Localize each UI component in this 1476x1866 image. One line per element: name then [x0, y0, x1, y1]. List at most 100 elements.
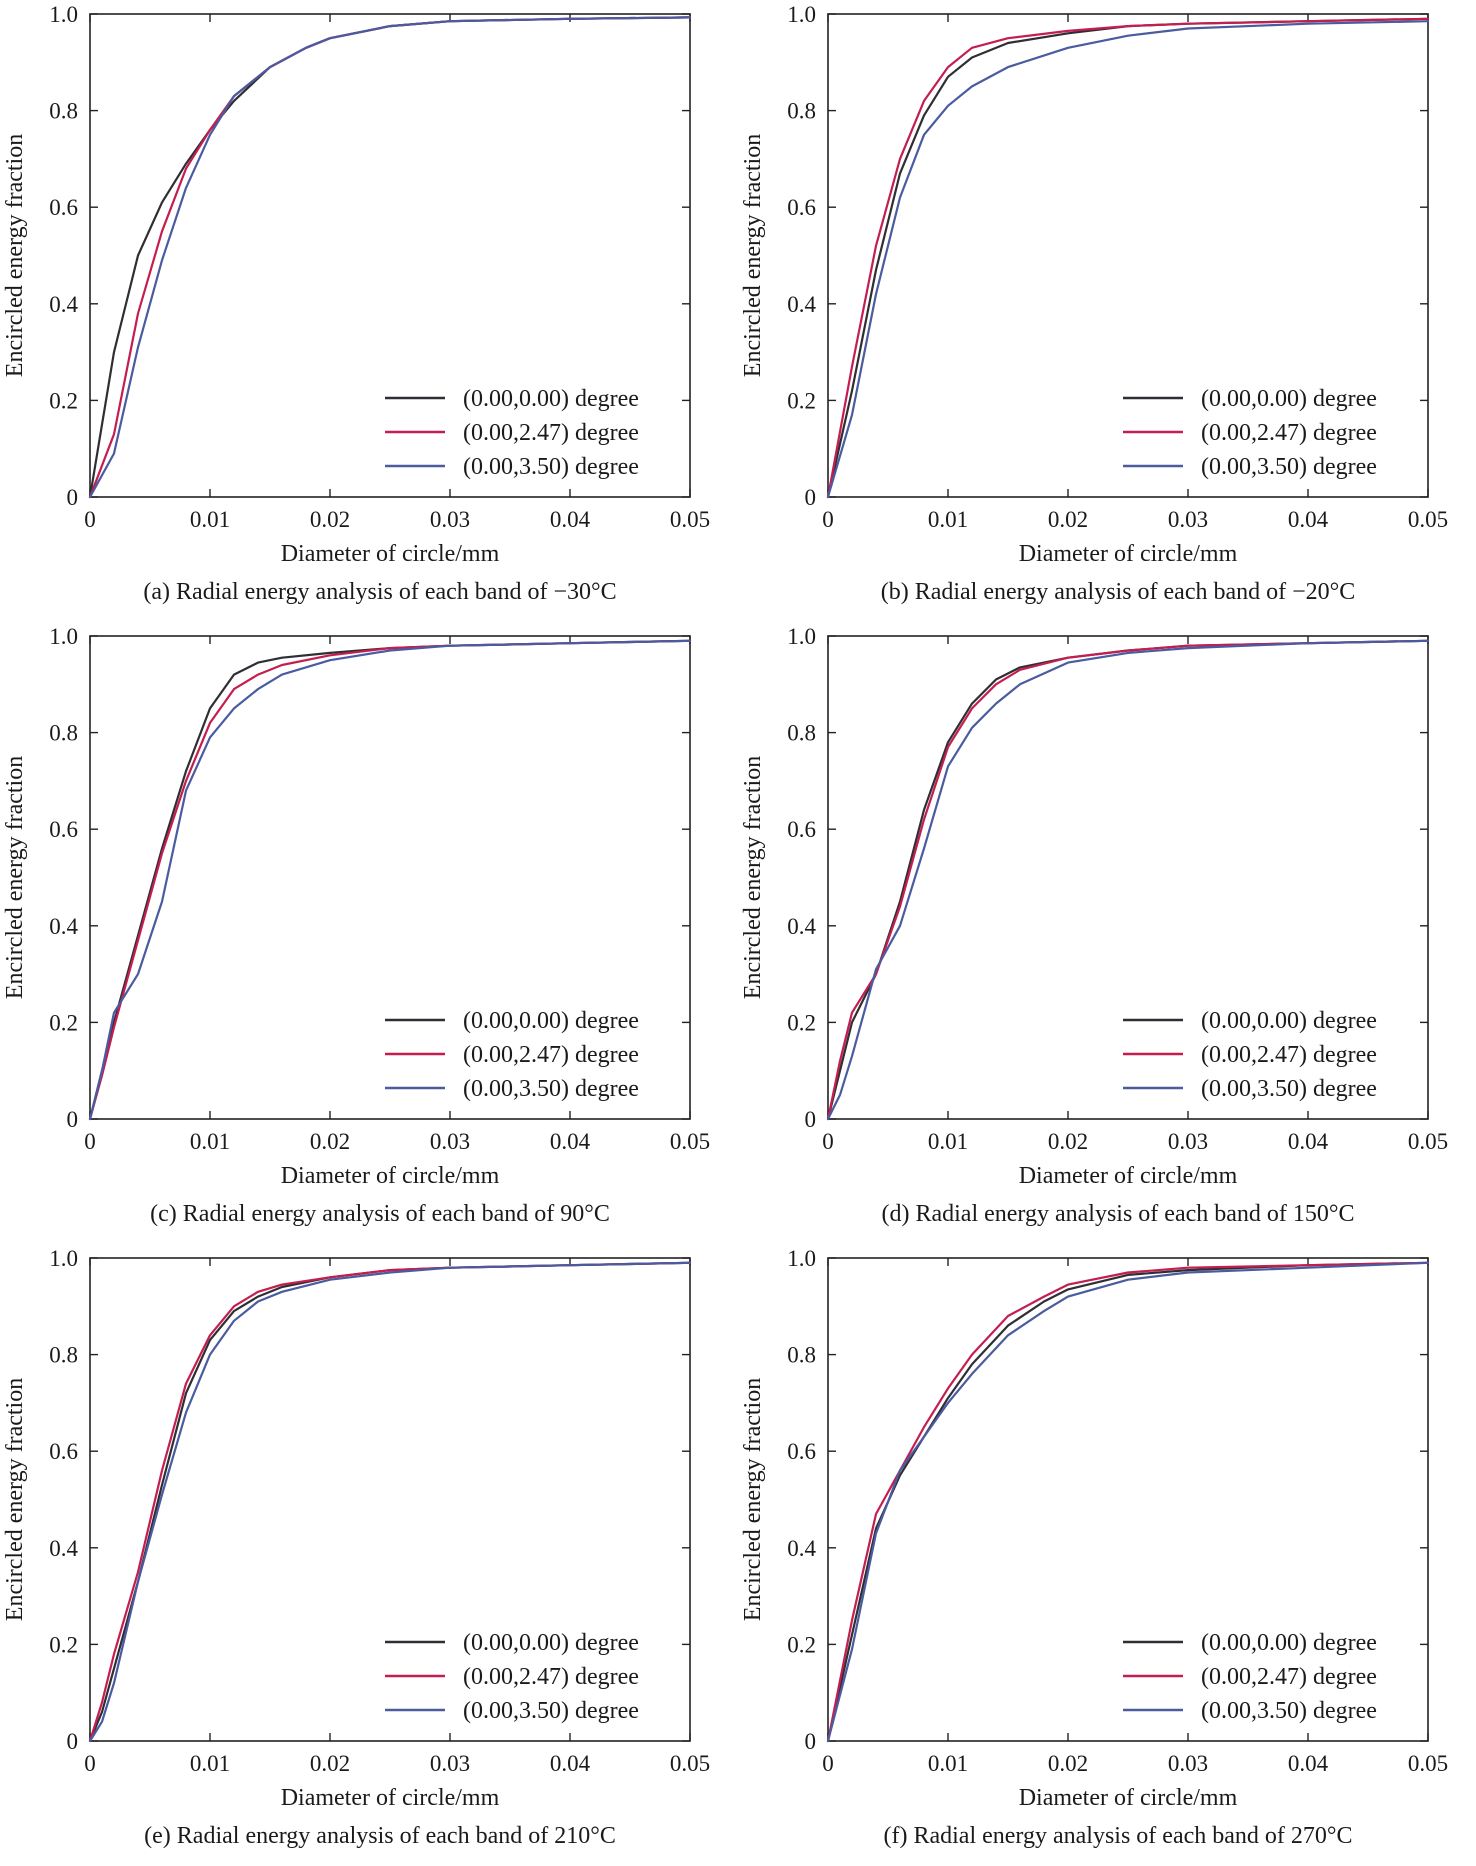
x-axis-title: Diameter of circle/mm: [281, 1163, 500, 1189]
x-tick-label: 0.03: [430, 1129, 470, 1154]
y-tick-label: 0.4: [787, 1536, 816, 1561]
series-line-3: [88, 1261, 692, 1743]
chart-panel: 0 0.01 0.02 0.03 0.04 0.05 0 0.2 0.4 0.6 0.8 1.0 Dia…: [740, 1246, 1448, 1849]
legend-label: (0.00,3.50) degree: [463, 1076, 639, 1102]
legend-label: (0.00,0.00) degree: [463, 1008, 639, 1034]
x-tick-label: 0.04: [550, 1129, 591, 1154]
y-tick-label: 0.6: [787, 195, 816, 220]
x-tick-label: 0.02: [1048, 507, 1088, 532]
chart-panel: 0 0.01 0.02 0.03 0.04 0.05 0 0.2 0.4 0.6 0.8 1.0 Dia…: [2, 624, 710, 1227]
x-tick-label: 0: [822, 1751, 834, 1776]
legend-label: (0.00,0.00) degree: [463, 386, 639, 412]
y-axis-title: Encircled energy fraction: [740, 134, 766, 377]
legend-label: (0.00,3.50) degree: [1201, 1698, 1377, 1724]
plot-frame: [89, 1257, 691, 1742]
x-tick-label: 0: [84, 1129, 96, 1154]
x-axis-title: Diameter of circle/mm: [281, 1785, 500, 1811]
y-tick-label: 0.8: [787, 721, 816, 746]
chart-caption: (d) Radial energy analysis of each band …: [881, 1201, 1354, 1227]
y-tick-label: 0.6: [49, 1439, 78, 1464]
series-line-3: [826, 1261, 1430, 1743]
y-tick-label: 0.8: [49, 1343, 78, 1368]
y-axis-title: Encircled energy fraction: [2, 134, 28, 377]
legend-label: (0.00,2.47) degree: [463, 1042, 639, 1068]
y-tick-label: 0.6: [787, 1439, 816, 1464]
series-line-3: [826, 639, 1430, 1121]
legend-label: (0.00,0.00) degree: [1201, 386, 1377, 412]
series-line-3: [88, 639, 692, 1121]
y-tick-label: 0: [67, 1107, 79, 1132]
plot-frame: [89, 635, 691, 1120]
x-tick-label: 0.01: [190, 1751, 230, 1776]
y-tick-label: 1.0: [49, 1246, 78, 1271]
series-line-2: [826, 17, 1430, 499]
chart-caption: (b) Radial energy analysis of each band …: [881, 579, 1356, 605]
x-tick-label: 0.03: [1168, 1129, 1208, 1154]
x-axis-title: Diameter of circle/mm: [1019, 541, 1238, 567]
series-line-1: [826, 1261, 1430, 1743]
x-tick-label: 0.05: [1408, 1751, 1448, 1776]
plot-frame: [827, 1257, 1429, 1742]
x-axis-title: Diameter of circle/mm: [281, 541, 500, 567]
x-tick-label: 0: [822, 1129, 834, 1154]
x-tick-label: 0.04: [1288, 1751, 1329, 1776]
chart-panel: 0 0.01 0.02 0.03 0.04 0.05 0 0.2 0.4 0.6 0.8 1.0 Dia…: [2, 2, 710, 605]
x-tick-label: 0.03: [1168, 1751, 1208, 1776]
y-tick-label: 1.0: [49, 2, 78, 27]
y-tick-label: 0.8: [787, 99, 816, 124]
y-tick-label: 1.0: [787, 2, 816, 27]
x-tick-label: 0.05: [1408, 507, 1448, 532]
x-tick-label: 0.05: [670, 1129, 710, 1154]
legend-label: (0.00,3.50) degree: [463, 454, 639, 480]
x-tick-label: 0.01: [928, 1129, 968, 1154]
chart-caption: (c) Radial energy analysis of each band …: [150, 1201, 610, 1227]
legend-label: (0.00,0.00) degree: [1201, 1630, 1377, 1656]
y-tick-label: 0.8: [49, 721, 78, 746]
series-line-3: [826, 20, 1430, 499]
x-tick-label: 0.01: [190, 507, 230, 532]
x-tick-label: 0.05: [1408, 1129, 1448, 1154]
x-tick-label: 0.03: [430, 1751, 470, 1776]
y-axis-title: Encircled energy fraction: [740, 756, 766, 999]
x-tick-label: 0.03: [1168, 507, 1208, 532]
x-tick-label: 0.04: [550, 1751, 591, 1776]
x-tick-label: 0.03: [430, 507, 470, 532]
x-tick-label: 0.01: [190, 1129, 230, 1154]
y-tick-label: 0.2: [49, 1632, 78, 1657]
y-tick-label: 0.2: [787, 1632, 816, 1657]
y-tick-label: 0: [805, 1107, 817, 1132]
y-tick-label: 0.4: [49, 292, 78, 317]
plot-frame: [827, 635, 1429, 1120]
x-tick-label: 0.02: [1048, 1751, 1088, 1776]
legend-label: (0.00,2.47) degree: [463, 1664, 639, 1690]
y-tick-label: 0.2: [49, 1010, 78, 1035]
x-tick-label: 0.05: [670, 507, 710, 532]
legend-label: (0.00,3.50) degree: [463, 1698, 639, 1724]
series-line-2: [826, 639, 1430, 1121]
y-tick-label: 0.6: [49, 195, 78, 220]
x-tick-label: 0.04: [1288, 1129, 1329, 1154]
x-axis-title: Diameter of circle/mm: [1019, 1785, 1238, 1811]
chart-caption: (f) Radial energy analysis of each band …: [883, 1823, 1352, 1849]
y-tick-label: 1.0: [49, 624, 78, 649]
series-line-3: [88, 16, 692, 499]
x-tick-label: 0: [84, 507, 96, 532]
x-tick-label: 0.01: [928, 507, 968, 532]
y-tick-label: 0.6: [49, 817, 78, 842]
x-tick-label: 0.05: [670, 1751, 710, 1776]
x-tick-label: 0.04: [1288, 507, 1329, 532]
y-tick-label: 0.2: [49, 388, 78, 413]
x-tick-label: 0: [84, 1751, 96, 1776]
y-tick-label: 0: [805, 1729, 817, 1754]
x-axis-title: Diameter of circle/mm: [1019, 1163, 1238, 1189]
legend-label: (0.00,0.00) degree: [1201, 1008, 1377, 1034]
y-tick-label: 0.4: [787, 292, 816, 317]
y-tick-label: 0.6: [787, 817, 816, 842]
y-tick-label: 0.2: [787, 388, 816, 413]
x-tick-label: 0.02: [310, 1751, 350, 1776]
y-tick-label: 0.4: [49, 1536, 78, 1561]
x-tick-label: 0.02: [310, 507, 350, 532]
chart-panel: 0 0.01 0.02 0.03 0.04 0.05 0 0.2 0.4 0.6 0.8 1.0 Dia…: [740, 2, 1448, 605]
plot-frame: [827, 13, 1429, 498]
